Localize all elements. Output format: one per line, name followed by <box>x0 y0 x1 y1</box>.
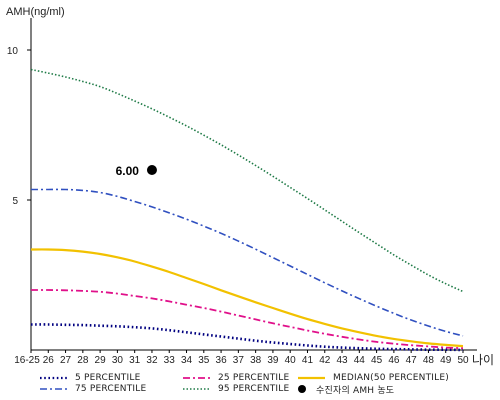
series-line-75-percentile <box>30 188 464 337</box>
chart-legend: 5 PERCENTILE 25 PERCENTILE MEDIAN(50 PERCE… <box>0 370 500 400</box>
x-tick-label: 32 <box>146 355 158 366</box>
x-tick-label: 29 <box>95 355 107 366</box>
series-line-5-percentile <box>30 323 464 352</box>
patient-marker: 6.00 <box>116 164 157 178</box>
series-line-median-50-percentile <box>30 248 464 348</box>
x-tick-label: 35 <box>198 355 210 366</box>
legend-item: 95 PERCENTILE <box>183 383 289 395</box>
legend-item: 5 PERCENTILE <box>40 372 140 384</box>
x-tick-label: 49 <box>440 355 452 366</box>
x-tick-label: 44 <box>354 355 366 366</box>
series-line-25-percentile <box>30 289 464 350</box>
y-axis-label: AMH(ng/ml) <box>6 6 65 18</box>
chart-axes <box>30 18 477 351</box>
legend-label: 25 PERCENTILE <box>218 373 290 383</box>
x-tick-label: 45 <box>371 355 383 366</box>
x-tick-label: 30 <box>112 355 124 366</box>
y-axis-ticks: 5 10 <box>7 46 31 207</box>
x-axis-ticks: 16-25 26 27 28 29 30 31 32 33 34 35 36 37 38 39 40 41 42 4… <box>14 350 469 366</box>
x-tick-label: 28 <box>77 355 89 366</box>
legend-swatch <box>183 388 210 390</box>
x-tick-label: 38 <box>250 355 262 366</box>
legend-swatch <box>298 376 325 380</box>
legend-swatch <box>40 388 67 390</box>
series-lines <box>30 68 464 352</box>
y-tick-label: 10 <box>7 46 19 57</box>
x-tick-label: 50 <box>457 355 469 366</box>
legend-label: MEDIAN(50 PERCENTILE) <box>333 373 449 383</box>
patient-amh-value-label: 6.00 <box>116 164 140 178</box>
legend-dot <box>298 385 306 393</box>
legend-label: 75 PERCENTILE <box>75 384 147 394</box>
x-tick-label: 31 <box>129 355 141 366</box>
x-tick-label: 42 <box>319 355 331 366</box>
x-tick-label: 39 <box>267 355 279 366</box>
x-tick-label: 33 <box>164 355 176 366</box>
x-tick-label: 37 <box>233 355 245 366</box>
patient-amh-point <box>146 165 157 175</box>
legend-label: 5 PERCENTILE <box>75 373 141 383</box>
x-tick-label: 16-25 <box>14 355 40 366</box>
legend-swatch <box>40 376 67 380</box>
legend-swatch <box>183 377 210 379</box>
y-tick-label: 5 <box>12 196 18 207</box>
legend-label: 95 PERCENTILE <box>218 384 290 394</box>
x-tick-label: 47 <box>406 355 418 366</box>
x-tick-label: 40 <box>285 355 297 366</box>
x-tick-label: 36 <box>216 355 228 366</box>
series-line-95-percentile <box>30 68 464 293</box>
legend-item: 25 PERCENTILE <box>183 372 289 384</box>
legend-item: MEDIAN(50 PERCENTILE) <box>298 372 449 384</box>
legend-item: 75 PERCENTILE <box>40 383 146 395</box>
x-tick-label: 46 <box>388 355 400 366</box>
x-tick-label: 26 <box>43 355 55 366</box>
legend-item: 수진자의 AMH 농도 <box>298 383 395 396</box>
x-tick-label: 41 <box>302 355 314 366</box>
x-tick-label: 48 <box>423 355 435 366</box>
x-axis-label: 나이 <box>472 353 494 367</box>
x-tick-label: 34 <box>181 355 193 366</box>
x-tick-label: 43 <box>336 355 348 366</box>
x-tick-label: 27 <box>60 355 72 366</box>
legend-label: 수진자의 AMH 농도 <box>316 385 395 396</box>
